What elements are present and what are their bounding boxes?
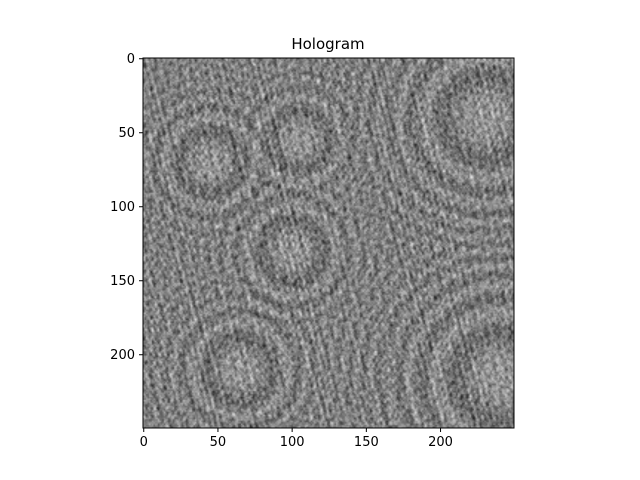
y-tick-label: 200 bbox=[110, 348, 135, 363]
plot-frame bbox=[142, 57, 515, 429]
x-tick-label: 100 bbox=[280, 435, 305, 450]
x-tick-label: 50 bbox=[210, 435, 227, 450]
y-axis: 0 50 100 150 200 bbox=[110, 52, 143, 363]
x-tick-label: 0 bbox=[140, 435, 148, 450]
hologram-heatmap-image bbox=[143, 58, 514, 428]
y-tick-label: 0 bbox=[127, 52, 135, 67]
y-tick-label: 50 bbox=[118, 126, 135, 141]
y-tick-label: 150 bbox=[110, 274, 135, 289]
heatmap-image-layer bbox=[143, 58, 514, 428]
x-axis: 0 50 100 150 200 bbox=[140, 428, 453, 450]
chart-title: Hologram bbox=[291, 35, 364, 53]
x-tick-label: 150 bbox=[354, 435, 379, 450]
x-tick-label: 200 bbox=[428, 435, 453, 450]
y-tick-label: 100 bbox=[110, 200, 135, 215]
